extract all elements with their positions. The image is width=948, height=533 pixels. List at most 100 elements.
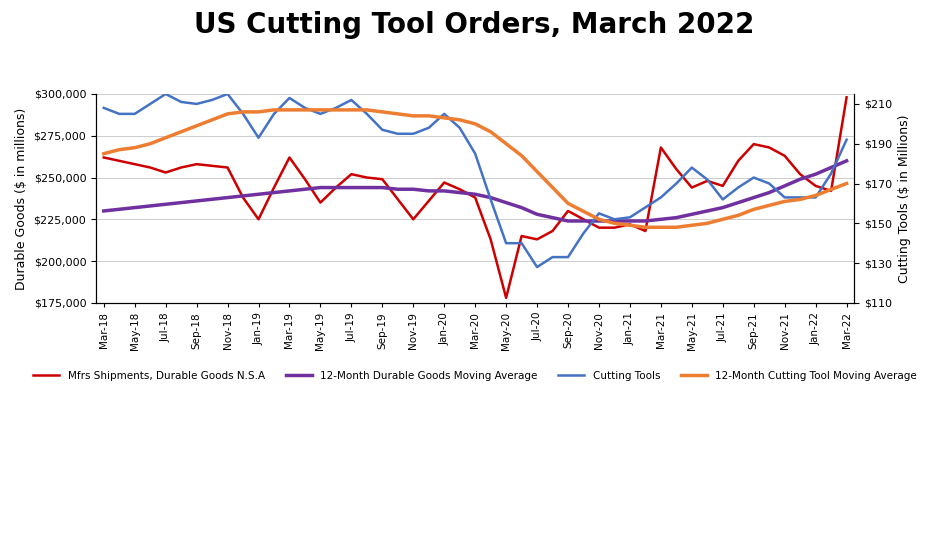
- Cutting Tools: [640, 204, 651, 211]
- Line: Mfrs Shipments, Durable Goods N.S.A: Mfrs Shipments, Durable Goods N.S.A: [103, 98, 847, 298]
- Cutting Tools: [315, 111, 326, 117]
- 12-Month Cutting Tool Moving Average: [207, 117, 218, 123]
- 12-Month Cutting Tool Moving Average: [624, 222, 635, 229]
- 12-Month Cutting Tool Moving Average: [826, 186, 837, 192]
- Cutting Tools: [841, 136, 852, 143]
- Mfrs Shipments, Durable Goods N.S.A: [532, 236, 543, 243]
- 12-Month Cutting Tool Moving Average: [810, 192, 821, 199]
- Cutting Tools: [717, 196, 728, 203]
- Mfrs Shipments, Durable Goods N.S.A: [717, 183, 728, 189]
- 12-Month Cutting Tool Moving Average: [501, 141, 512, 147]
- Y-axis label: Durable Goods ($ in millions): Durable Goods ($ in millions): [15, 107, 28, 289]
- 12-Month Cutting Tool Moving Average: [516, 152, 527, 159]
- Mfrs Shipments, Durable Goods N.S.A: [779, 152, 791, 159]
- 12-Month Durable Goods Moving Average: [346, 184, 357, 191]
- Mfrs Shipments, Durable Goods N.S.A: [191, 161, 202, 167]
- Cutting Tools: [748, 174, 759, 181]
- Mfrs Shipments, Durable Goods N.S.A: [207, 163, 218, 169]
- Text: US Cutting Tool Orders, March 2022: US Cutting Tool Orders, March 2022: [193, 11, 755, 39]
- 12-Month Cutting Tool Moving Average: [330, 107, 341, 113]
- Line: Cutting Tools: Cutting Tools: [103, 94, 847, 267]
- Cutting Tools: [485, 196, 497, 203]
- 12-Month Durable Goods Moving Average: [501, 199, 512, 206]
- Cutting Tools: [376, 127, 388, 133]
- 12-Month Durable Goods Moving Average: [160, 201, 172, 207]
- 12-Month Cutting Tool Moving Average: [609, 220, 620, 227]
- Mfrs Shipments, Durable Goods N.S.A: [346, 171, 357, 177]
- 12-Month Cutting Tool Moving Average: [376, 109, 388, 115]
- 12-Month Durable Goods Moving Average: [237, 193, 248, 199]
- Mfrs Shipments, Durable Goods N.S.A: [144, 164, 155, 171]
- 12-Month Cutting Tool Moving Average: [98, 150, 109, 157]
- Mfrs Shipments, Durable Goods N.S.A: [268, 184, 280, 191]
- 12-Month Durable Goods Moving Average: [330, 184, 341, 191]
- Y-axis label: Cutting Tools ($ in Millions): Cutting Tools ($ in Millions): [898, 114, 911, 282]
- Cutting Tools: [253, 134, 264, 141]
- 12-Month Durable Goods Moving Average: [733, 199, 744, 206]
- Mfrs Shipments, Durable Goods N.S.A: [547, 228, 558, 234]
- 12-Month Durable Goods Moving Average: [717, 205, 728, 211]
- Cutting Tools: [207, 97, 218, 103]
- Mfrs Shipments, Durable Goods N.S.A: [237, 195, 248, 201]
- Mfrs Shipments, Durable Goods N.S.A: [763, 144, 775, 151]
- Cutting Tools: [346, 97, 357, 103]
- 12-Month Cutting Tool Moving Average: [640, 224, 651, 230]
- Cutting Tools: [268, 111, 280, 117]
- 12-Month Cutting Tool Moving Average: [547, 184, 558, 191]
- Cutting Tools: [454, 125, 465, 131]
- 12-Month Cutting Tool Moving Average: [655, 224, 666, 230]
- Mfrs Shipments, Durable Goods N.S.A: [160, 169, 172, 176]
- Cutting Tools: [702, 176, 713, 183]
- Cutting Tools: [733, 184, 744, 191]
- Mfrs Shipments, Durable Goods N.S.A: [454, 186, 465, 192]
- Cutting Tools: [300, 104, 311, 111]
- 12-Month Cutting Tool Moving Average: [423, 112, 434, 119]
- Mfrs Shipments, Durable Goods N.S.A: [733, 158, 744, 164]
- 12-Month Cutting Tool Moving Average: [469, 120, 481, 127]
- Cutting Tools: [779, 194, 791, 200]
- 12-Month Durable Goods Moving Average: [114, 206, 125, 213]
- 12-Month Cutting Tool Moving Average: [686, 222, 698, 229]
- 12-Month Cutting Tool Moving Average: [717, 216, 728, 222]
- 12-Month Cutting Tool Moving Average: [593, 216, 605, 222]
- 12-Month Durable Goods Moving Average: [376, 184, 388, 191]
- Mfrs Shipments, Durable Goods N.S.A: [640, 228, 651, 234]
- 12-Month Durable Goods Moving Average: [222, 195, 233, 201]
- Cutting Tools: [562, 254, 574, 260]
- 12-Month Durable Goods Moving Average: [577, 218, 589, 224]
- 12-Month Cutting Tool Moving Average: [408, 112, 419, 119]
- 12-Month Durable Goods Moving Average: [609, 218, 620, 224]
- 12-Month Cutting Tool Moving Average: [191, 123, 202, 129]
- Mfrs Shipments, Durable Goods N.S.A: [562, 208, 574, 214]
- Cutting Tools: [361, 111, 373, 117]
- 12-Month Durable Goods Moving Average: [315, 184, 326, 191]
- Cutting Tools: [222, 91, 233, 97]
- Mfrs Shipments, Durable Goods N.S.A: [516, 233, 527, 239]
- 12-Month Durable Goods Moving Average: [300, 186, 311, 192]
- Cutting Tools: [175, 99, 187, 105]
- 12-Month Durable Goods Moving Average: [562, 218, 574, 224]
- Mfrs Shipments, Durable Goods N.S.A: [841, 94, 852, 101]
- Cutting Tools: [686, 164, 698, 171]
- Mfrs Shipments, Durable Goods N.S.A: [376, 176, 388, 182]
- Mfrs Shipments, Durable Goods N.S.A: [577, 216, 589, 222]
- Cutting Tools: [283, 95, 295, 101]
- Cutting Tools: [624, 214, 635, 221]
- 12-Month Durable Goods Moving Average: [98, 208, 109, 214]
- 12-Month Cutting Tool Moving Average: [268, 107, 280, 113]
- 12-Month Durable Goods Moving Average: [686, 211, 698, 217]
- 12-Month Cutting Tool Moving Average: [253, 109, 264, 115]
- Cutting Tools: [794, 194, 806, 200]
- 12-Month Durable Goods Moving Average: [779, 183, 791, 189]
- Mfrs Shipments, Durable Goods N.S.A: [129, 161, 140, 167]
- Mfrs Shipments, Durable Goods N.S.A: [98, 154, 109, 160]
- 12-Month Cutting Tool Moving Average: [114, 147, 125, 153]
- Cutting Tools: [160, 91, 172, 97]
- 12-Month Durable Goods Moving Average: [253, 191, 264, 197]
- 12-Month Durable Goods Moving Average: [516, 205, 527, 211]
- 12-Month Durable Goods Moving Average: [423, 188, 434, 194]
- 12-Month Durable Goods Moving Average: [763, 189, 775, 196]
- Line: 12-Month Durable Goods Moving Average: 12-Month Durable Goods Moving Average: [103, 161, 847, 221]
- Mfrs Shipments, Durable Goods N.S.A: [392, 196, 404, 203]
- 12-Month Durable Goods Moving Average: [841, 158, 852, 164]
